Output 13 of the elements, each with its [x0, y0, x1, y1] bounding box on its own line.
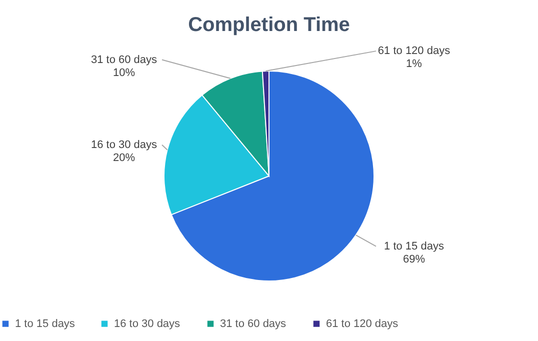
legend-label: 31 to 60 days: [220, 318, 287, 330]
data-label: 20%: [112, 152, 136, 164]
slice-label: 16 to 30 days: [90, 138, 158, 151]
chart-title: Completion Time: [188, 14, 350, 36]
legend-label: 16 to 30 days: [114, 318, 181, 330]
legend-label: 61 to 120 days: [326, 318, 399, 330]
slice-label: 61 to 120 days: [378, 45, 451, 58]
data-label: 1%: [406, 58, 422, 70]
slice-label: 31 to 60 days: [90, 54, 158, 66]
data-label: 69%: [402, 253, 426, 266]
data-label: 10%: [112, 66, 136, 79]
legend-label: 1 to 15 days: [15, 318, 76, 330]
slice-label: 1 to 15 days: [384, 240, 444, 252]
